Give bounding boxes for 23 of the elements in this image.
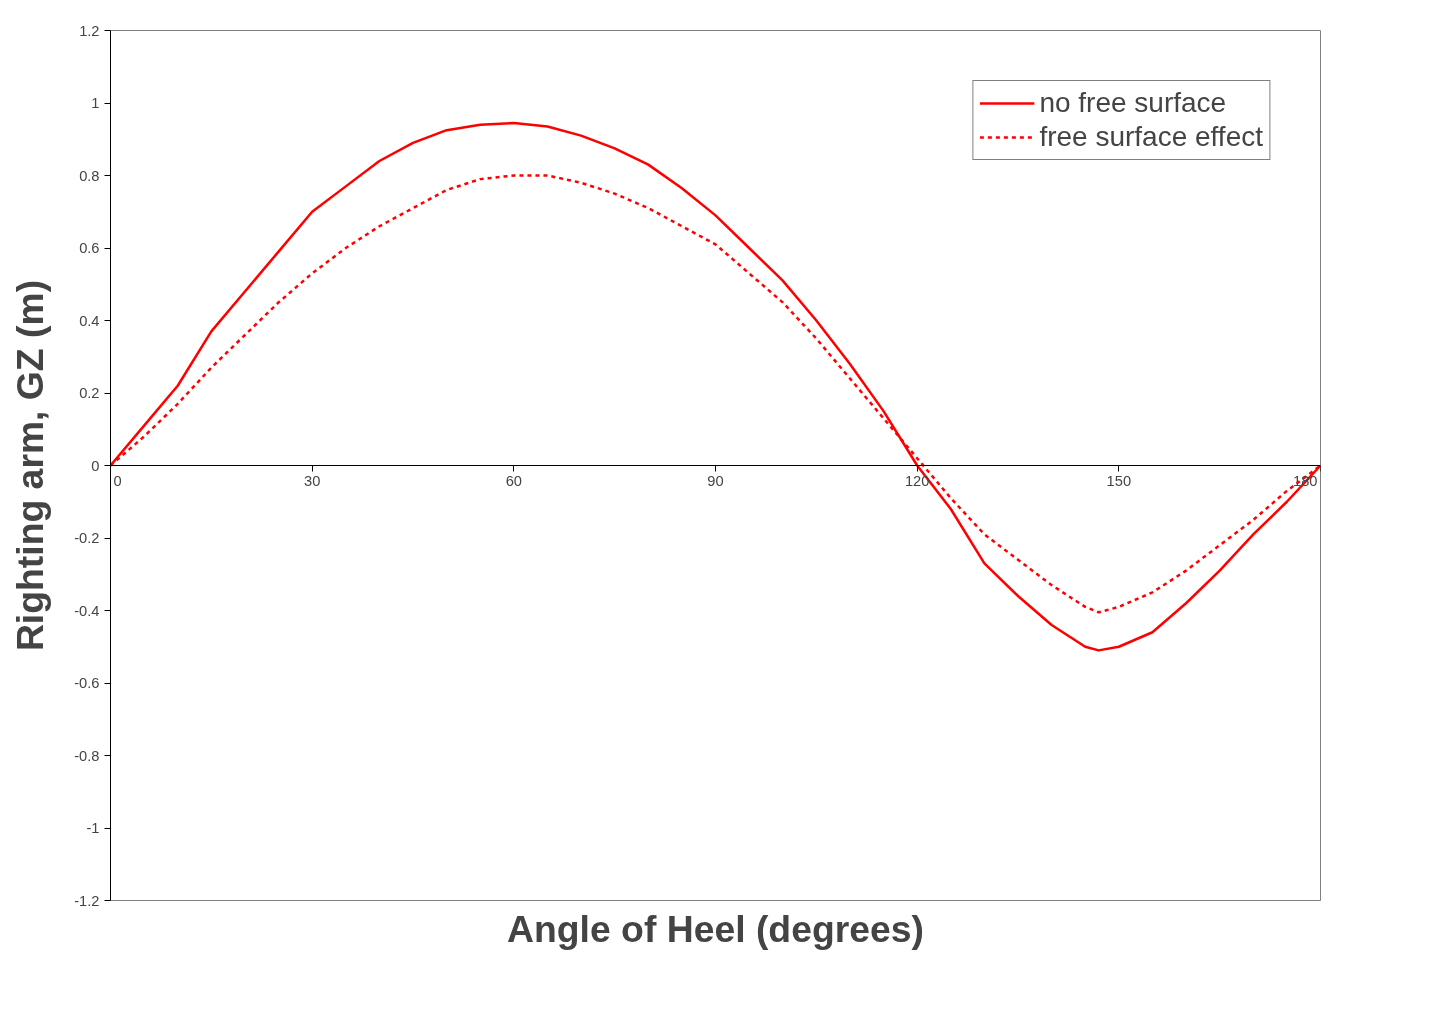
y-tick-label: 0.2: [79, 385, 100, 401]
y-axis-title: Righting arm, GZ (m): [9, 279, 52, 652]
y-tick-label: -0.8: [74, 747, 100, 764]
y-tick-label: 0.6: [79, 240, 100, 256]
y-tick-label: -1: [86, 820, 100, 836]
x-tick-label: 120: [904, 472, 930, 489]
y-tick-label: 1.2: [79, 22, 100, 39]
x-tick-label: 90: [707, 472, 724, 489]
y-tick-label: -0.2: [74, 530, 100, 546]
y-tick-label: 0.8: [79, 167, 100, 184]
legend-label: free surface effect: [1039, 121, 1263, 153]
x-tick-label: 30: [304, 472, 321, 489]
x-tick-label: 60: [505, 472, 522, 489]
y-tick-label: 1: [91, 95, 100, 111]
x-tick-label: 0: [113, 472, 122, 489]
y-tick-label: 0: [91, 457, 100, 474]
x-tick-label: 150: [1106, 472, 1132, 489]
x-axis-title: Angle of Heel (degrees): [507, 907, 924, 950]
y-tick-label: -1.2: [74, 892, 100, 909]
y-tick-label: -0.6: [74, 675, 100, 691]
y-tick-label: 0.4: [79, 312, 100, 329]
y-tick-label: -0.4: [74, 602, 100, 619]
legend-label: no free surface: [1039, 87, 1227, 119]
